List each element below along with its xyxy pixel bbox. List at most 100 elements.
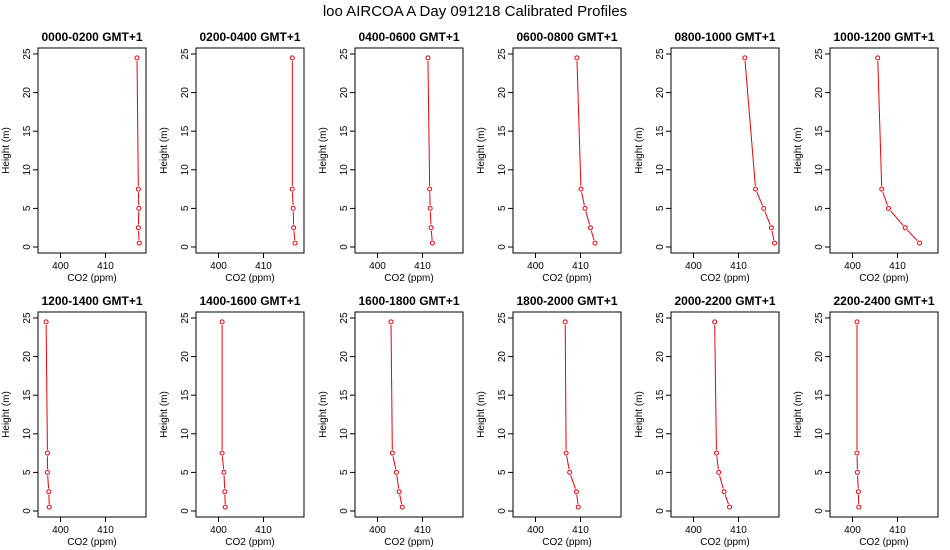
data-point bbox=[219, 319, 225, 325]
x-tick-label: 410 bbox=[730, 525, 747, 536]
data-point bbox=[902, 225, 908, 231]
y-axis-label: Height (m) bbox=[634, 127, 645, 174]
series-line-segment bbox=[399, 494, 403, 505]
data-point bbox=[44, 450, 50, 456]
series-line-segment bbox=[576, 61, 582, 186]
series-line-segment bbox=[716, 456, 719, 470]
plot-frame bbox=[354, 311, 464, 518]
series-line-segment bbox=[566, 456, 570, 470]
data-point bbox=[854, 469, 860, 475]
panel-title: 0200-0400 GMT+1 bbox=[199, 30, 300, 44]
x-tick-label: 400 bbox=[52, 525, 69, 536]
y-tick-label: 10 bbox=[497, 428, 508, 440]
data-point bbox=[290, 205, 296, 211]
y-tick-label: 10 bbox=[339, 164, 350, 176]
y-tick-label: 25 bbox=[180, 48, 191, 60]
series-line-segment bbox=[906, 229, 918, 242]
y-tick-label: 10 bbox=[22, 164, 33, 176]
data-point bbox=[393, 469, 399, 475]
y-tick-label: 5 bbox=[814, 205, 825, 211]
y-tick-label: 10 bbox=[497, 164, 508, 176]
x-tick-label: 410 bbox=[414, 525, 431, 536]
plot-frame bbox=[670, 47, 780, 254]
x-tick-label: 400 bbox=[210, 525, 227, 536]
y-tick-label: 0 bbox=[814, 508, 825, 514]
y-axis-label: Height (m) bbox=[634, 391, 645, 438]
y-axis-label: Height (m) bbox=[159, 127, 170, 174]
series-line-segment bbox=[890, 210, 904, 226]
data-point bbox=[46, 489, 52, 495]
x-tick-label: 410 bbox=[889, 261, 906, 272]
data-point bbox=[136, 205, 142, 211]
y-tick-label: 25 bbox=[814, 312, 825, 324]
data-point bbox=[429, 240, 435, 246]
y-tick-label: 20 bbox=[814, 87, 825, 99]
y-tick-label: 0 bbox=[180, 244, 191, 250]
x-tick-label: 410 bbox=[97, 261, 114, 272]
series-line-segment bbox=[392, 456, 397, 470]
data-point bbox=[563, 450, 569, 456]
y-tick-label: 25 bbox=[22, 312, 33, 324]
x-axis-label: CO2 (ppm) bbox=[384, 273, 433, 284]
x-tick-label: 410 bbox=[255, 525, 272, 536]
y-tick-label: 0 bbox=[180, 508, 191, 514]
x-axis-label: CO2 (ppm) bbox=[225, 273, 274, 284]
y-tick-label: 20 bbox=[655, 87, 666, 99]
y-axis-label: Height (m) bbox=[793, 127, 804, 174]
data-point bbox=[221, 469, 227, 475]
data-point bbox=[712, 319, 718, 325]
series-line-segment bbox=[223, 475, 226, 489]
series-line-segment bbox=[756, 191, 763, 206]
panel-title: 0800-1000 GMT+1 bbox=[674, 30, 775, 44]
data-point bbox=[44, 469, 50, 475]
x-axis-label: CO2 (ppm) bbox=[225, 537, 274, 548]
series-line-segment bbox=[45, 325, 48, 450]
y-tick-label: 15 bbox=[22, 389, 33, 401]
y-tick-label: 15 bbox=[655, 125, 666, 137]
x-axis-label: CO2 (ppm) bbox=[67, 273, 116, 284]
plot-frame bbox=[670, 311, 780, 518]
data-point bbox=[761, 205, 767, 211]
y-tick-label: 15 bbox=[180, 389, 191, 401]
data-point bbox=[388, 319, 394, 325]
plot-frame bbox=[37, 311, 147, 518]
x-tick-label: 410 bbox=[97, 525, 114, 536]
plot-frame bbox=[195, 47, 305, 254]
y-tick-label: 5 bbox=[814, 469, 825, 475]
x-axis-label: CO2 (ppm) bbox=[67, 537, 116, 548]
y-tick-label: 25 bbox=[339, 312, 350, 324]
x-axis-label: CO2 (ppm) bbox=[700, 537, 749, 548]
data-point bbox=[854, 319, 860, 325]
y-tick-label: 0 bbox=[339, 244, 350, 250]
x-axis-label: CO2 (ppm) bbox=[700, 273, 749, 284]
panel-title: 0000-0200 GMT+1 bbox=[41, 30, 142, 44]
series-line-segment bbox=[581, 192, 585, 206]
y-tick-label: 20 bbox=[180, 87, 191, 99]
data-point bbox=[713, 450, 719, 456]
data-point bbox=[772, 240, 777, 246]
x-tick-label: 410 bbox=[414, 261, 431, 272]
data-point bbox=[753, 186, 759, 192]
data-point bbox=[289, 55, 295, 61]
data-point bbox=[768, 225, 774, 231]
y-tick-label: 15 bbox=[180, 125, 191, 137]
x-tick-label: 410 bbox=[255, 261, 272, 272]
plot-frame bbox=[829, 311, 939, 518]
plot-frame bbox=[829, 47, 939, 254]
data-point bbox=[574, 55, 580, 61]
series-line-segment bbox=[719, 475, 724, 489]
x-tick-label: 410 bbox=[572, 525, 589, 536]
x-tick-label: 400 bbox=[52, 261, 69, 272]
data-point bbox=[721, 489, 727, 495]
panel-title: 0600-0800 GMT+1 bbox=[516, 30, 617, 44]
x-axis-label: CO2 (ppm) bbox=[859, 273, 908, 284]
y-tick-label: 25 bbox=[655, 48, 666, 60]
y-tick-label: 20 bbox=[497, 351, 508, 363]
y-tick-label: 5 bbox=[180, 469, 191, 475]
figure-title: loo AIRCOA A Day 091218 Calibrated Profi… bbox=[323, 3, 627, 20]
x-tick-label: 400 bbox=[369, 525, 386, 536]
